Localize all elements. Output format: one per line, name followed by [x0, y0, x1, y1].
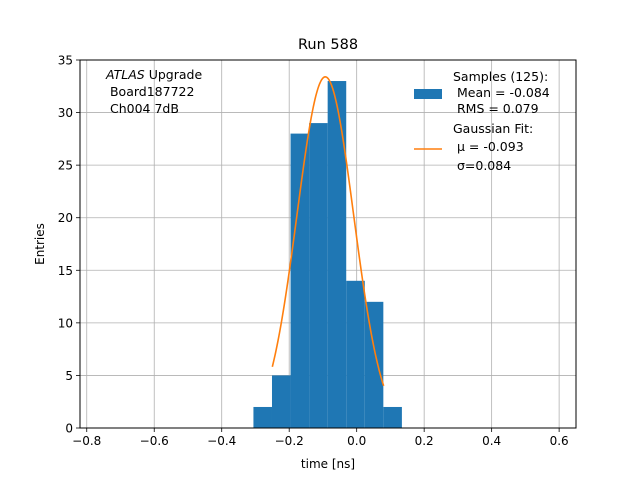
histogram-bar: [364, 301, 384, 428]
y-tick-label: 10: [58, 316, 73, 330]
x-tick-label: 0.4: [482, 434, 501, 448]
histogram-bar: [383, 406, 402, 428]
histogram-bar: [271, 375, 291, 428]
x-tick-label: 0.2: [415, 434, 434, 448]
x-axis-ticks: −0.8 −0.6 −0.4 −0.2 0.0 0.2 0.4 0.6: [72, 428, 569, 448]
plot-frame: [79, 59, 577, 429]
annotation-channel: Ch004 7dB: [106, 101, 179, 116]
gaussian-fit-layer: [271, 76, 385, 387]
x-tick-label: −0.4: [207, 434, 236, 448]
x-tick-label: −0.6: [140, 434, 169, 448]
legend-fit-mu: μ = -0.093: [453, 139, 524, 154]
y-tick-label: 35: [58, 54, 73, 68]
y-axis-label: Entries: [33, 223, 47, 265]
histogram-bar: [346, 280, 365, 428]
y-tick-label: 25: [58, 159, 73, 173]
legend-samples-rms: RMS = 0.079: [453, 101, 539, 116]
histogram-bar: [290, 133, 310, 428]
histogram-bar: [309, 123, 328, 428]
y-tick-label: 20: [58, 211, 73, 225]
histogram-bars: [253, 81, 402, 429]
y-tick-label: 15: [58, 264, 73, 278]
x-tick-label: 0.0: [347, 434, 366, 448]
legend-fit-sigma: σ=0.084: [453, 158, 511, 173]
x-axis-label: time [ns]: [301, 457, 355, 471]
svg-text:ATLAS Upgrade: ATLAS Upgrade: [105, 67, 202, 82]
legend-samples-mean: Mean = -0.084: [453, 85, 550, 100]
atlas-annotation: ATLAS Upgrade Board187722 Ch004 7dB: [105, 67, 202, 116]
y-axis-ticks: 0 5 10 15 20 25 30 35: [58, 54, 80, 436]
legend-samples-patch: [414, 89, 442, 99]
legend: Samples (125): Mean = -0.084 RMS = 0.079…: [414, 69, 550, 173]
histogram-bar: [253, 406, 272, 428]
x-tick-label: −0.2: [275, 434, 304, 448]
gaussian-fit-curve: [271, 76, 385, 387]
annotation-upgrade: Upgrade: [145, 67, 203, 82]
legend-samples-label: Samples (125):: [453, 69, 548, 84]
annotation-atlas: ATLAS: [105, 67, 145, 82]
histogram-bar: [327, 81, 347, 429]
chart-title: Run 588: [298, 37, 358, 53]
annotation-board: Board187722: [106, 84, 194, 99]
y-tick-label: 5: [65, 369, 73, 383]
x-tick-label: 0.6: [550, 434, 569, 448]
y-tick-label: 30: [58, 106, 73, 120]
y-tick-label: 0: [65, 422, 73, 436]
legend-fit-label: Gaussian Fit:: [453, 121, 533, 136]
x-tick-label: −0.8: [72, 434, 101, 448]
